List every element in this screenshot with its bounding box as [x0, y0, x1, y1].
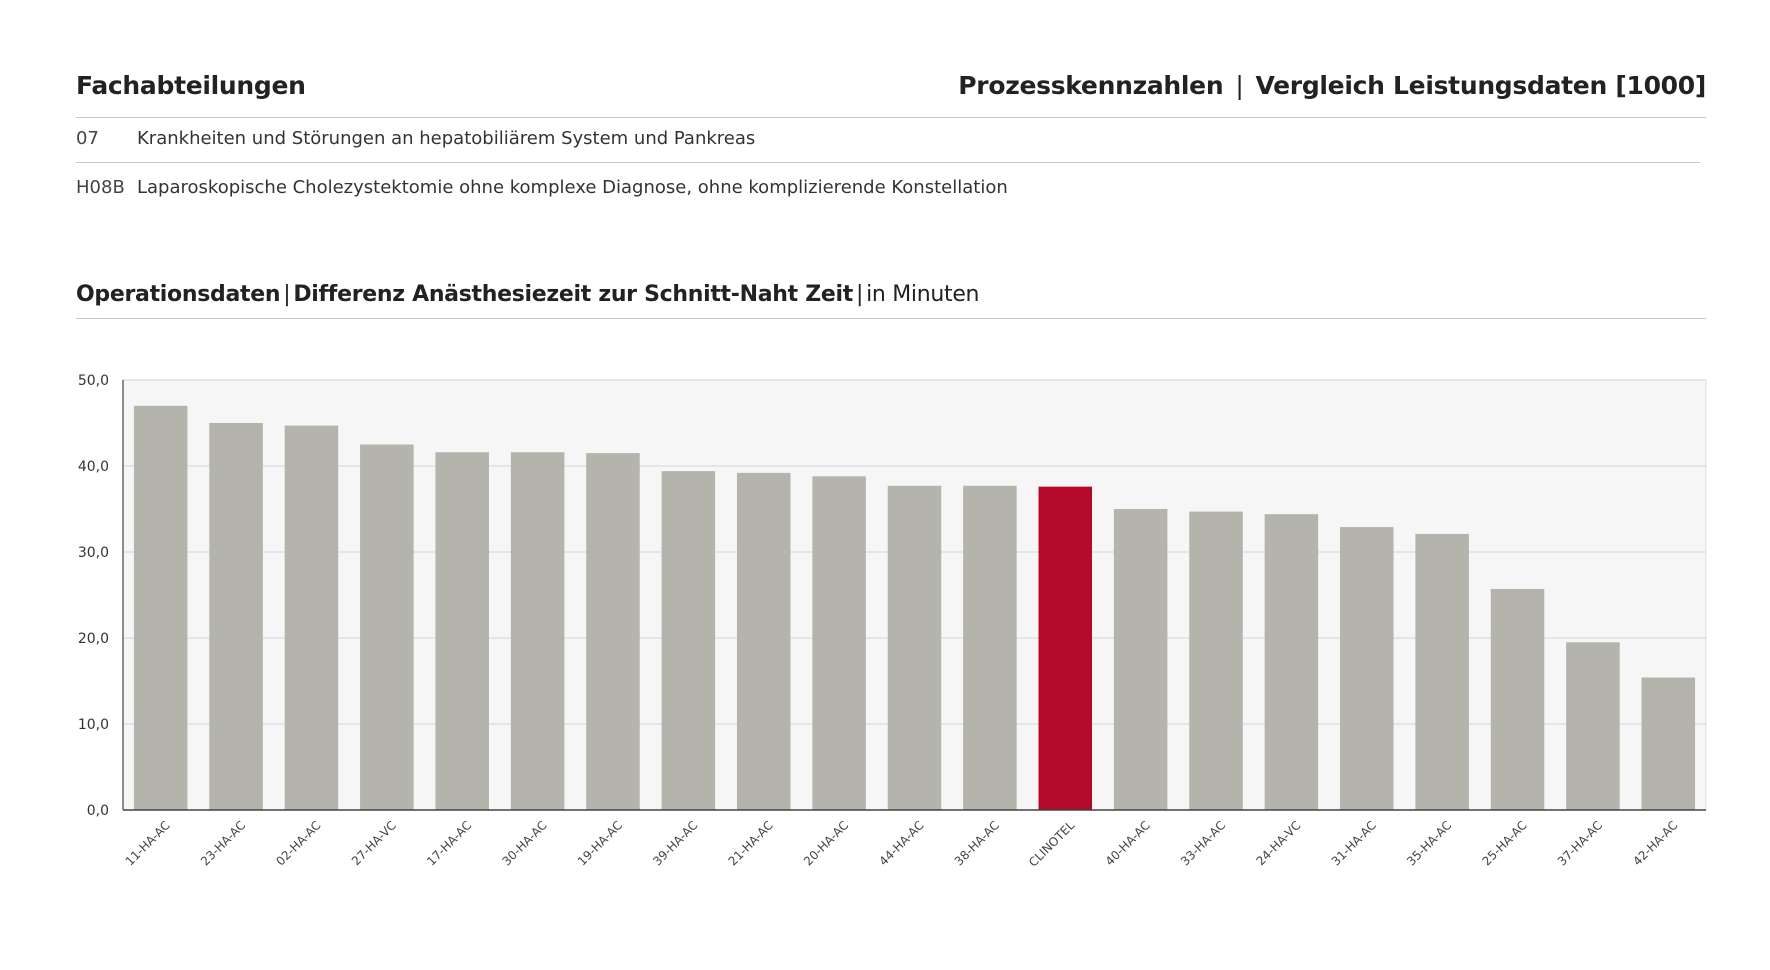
x-tick-label: 33-HA-AC: [1178, 818, 1228, 868]
x-tick-label: 37-HA-AC: [1555, 818, 1605, 868]
bar: [1415, 533, 1469, 810]
y-tick-label: 0,0: [87, 803, 109, 819]
x-tick-label: 25-HA-AC: [1479, 818, 1529, 868]
x-tick-label: 19-HA-AC: [575, 818, 625, 868]
bar: [1264, 514, 1319, 810]
bar: [209, 423, 263, 810]
bar: [1113, 509, 1168, 810]
bar: [1566, 642, 1620, 810]
info-row-drg: H08B Laparoskopische Cholezystektomie ohn…: [76, 177, 1008, 198]
bar: [360, 444, 414, 810]
bar: [1189, 511, 1243, 810]
x-tick-label: CLINOTEL: [1026, 818, 1078, 870]
y-tick-label: 50,0: [78, 373, 109, 389]
chart-title: Operationsdaten | Differenz Anästhesiezeit…: [76, 282, 980, 307]
chart-title-separator: |: [283, 282, 291, 307]
bar: [812, 476, 866, 810]
chart-title-separator: |: [855, 282, 864, 307]
chart-title-part3: in Minuten: [866, 282, 980, 307]
x-tick-label: 21-HA-AC: [726, 818, 776, 868]
header-right-title: Prozesskennzahlen | Vergleich Leistungsdat…: [958, 71, 1706, 100]
x-tick-label: 44-HA-AC: [876, 818, 926, 868]
bar: [1490, 588, 1545, 810]
header-separator: |: [1235, 71, 1244, 100]
x-tick-label: 39-HA-AC: [650, 818, 700, 868]
bar: [1038, 486, 1093, 810]
x-tick-label: 23-HA-AC: [198, 818, 248, 868]
x-tick-label: 17-HA-AC: [424, 818, 474, 868]
header-right-part2: Vergleich Leistungsdaten [1000]: [1255, 71, 1706, 100]
y-tick-label: 40,0: [78, 459, 109, 475]
info-rule: [76, 162, 1700, 163]
bar: [586, 453, 640, 810]
chart-title-part1: Operationsdaten: [76, 282, 281, 307]
x-tick-label: 11-HA-AC: [123, 818, 173, 868]
x-tick-label: 31-HA-AC: [1329, 818, 1379, 868]
x-tick-label: 40-HA-AC: [1103, 818, 1153, 868]
header-right-part1: Prozesskennzahlen: [958, 71, 1224, 100]
bar: [963, 485, 1017, 810]
x-tick-label: 42-HA-AC: [1630, 818, 1680, 868]
x-tick-label: 35-HA-AC: [1404, 818, 1454, 868]
x-tick-label: 20-HA-AC: [801, 818, 851, 868]
x-tick-label: 30-HA-AC: [500, 818, 550, 868]
x-tick-label: 02-HA-AC: [273, 818, 323, 868]
bar: [887, 485, 942, 810]
header-left-title: Fachabteilungen: [76, 71, 306, 100]
bar: [510, 452, 565, 810]
info-row-mdc: 07 Krankheiten und Störungen an hepatobil…: [76, 128, 755, 149]
bar: [661, 471, 716, 810]
info-code: 07: [76, 128, 99, 149]
info-text: Laparoskopische Cholezystektomie ohne ko…: [137, 177, 1008, 198]
y-tick-label: 20,0: [78, 631, 109, 647]
bar: [736, 472, 791, 810]
bar: [133, 405, 188, 810]
header-rule: [76, 117, 1706, 118]
bar: [284, 425, 339, 810]
report-header: Fachabteilungen Prozesskennzahlen | Vergle…: [76, 66, 1706, 110]
y-tick-label: 10,0: [78, 717, 109, 733]
x-tick-label: 24-HA-VC: [1253, 818, 1303, 868]
x-tick-label: 38-HA-AC: [952, 818, 1002, 868]
bar: [1641, 677, 1696, 810]
bar: [1340, 527, 1394, 810]
bar: [435, 452, 489, 810]
chart-title-rule: [76, 318, 1706, 319]
y-tick-label: 30,0: [78, 545, 109, 561]
x-tick-label: 27-HA-VC: [349, 818, 399, 868]
info-code: H08B: [76, 177, 125, 198]
info-text: Krankheiten und Störungen an hepatobiliä…: [137, 128, 756, 149]
chart-title-part2: Differenz Anästhesiezeit zur Schnitt-Nah…: [293, 282, 853, 307]
